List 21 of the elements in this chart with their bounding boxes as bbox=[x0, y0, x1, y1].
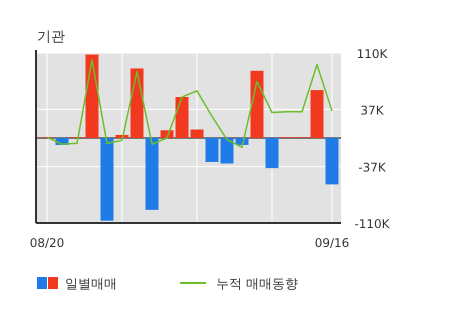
bar bbox=[206, 138, 218, 162]
legend-label: 일별매매 bbox=[65, 277, 117, 292]
x-tick-label: 08/20 bbox=[30, 236, 64, 250]
legend-label: 누적 매매동향 bbox=[216, 277, 298, 292]
bar bbox=[146, 138, 158, 210]
bar bbox=[176, 97, 188, 138]
line-series bbox=[46, 59, 333, 148]
chart-title: 기관 bbox=[37, 29, 65, 45]
y-tick-label: 110K bbox=[356, 47, 389, 61]
bar bbox=[250, 70, 264, 138]
bar bbox=[86, 54, 98, 138]
bar bbox=[326, 138, 338, 184]
y-tick-label: 37K bbox=[360, 103, 385, 118]
bar bbox=[220, 138, 234, 164]
bar bbox=[190, 130, 204, 138]
bar bbox=[266, 138, 278, 168]
bar bbox=[310, 90, 324, 138]
y-tick-label: -110K bbox=[354, 217, 391, 231]
x-tick-label: 09/16 bbox=[314, 236, 350, 250]
y-tick-label: -37K bbox=[358, 160, 387, 175]
bar bbox=[100, 138, 114, 221]
